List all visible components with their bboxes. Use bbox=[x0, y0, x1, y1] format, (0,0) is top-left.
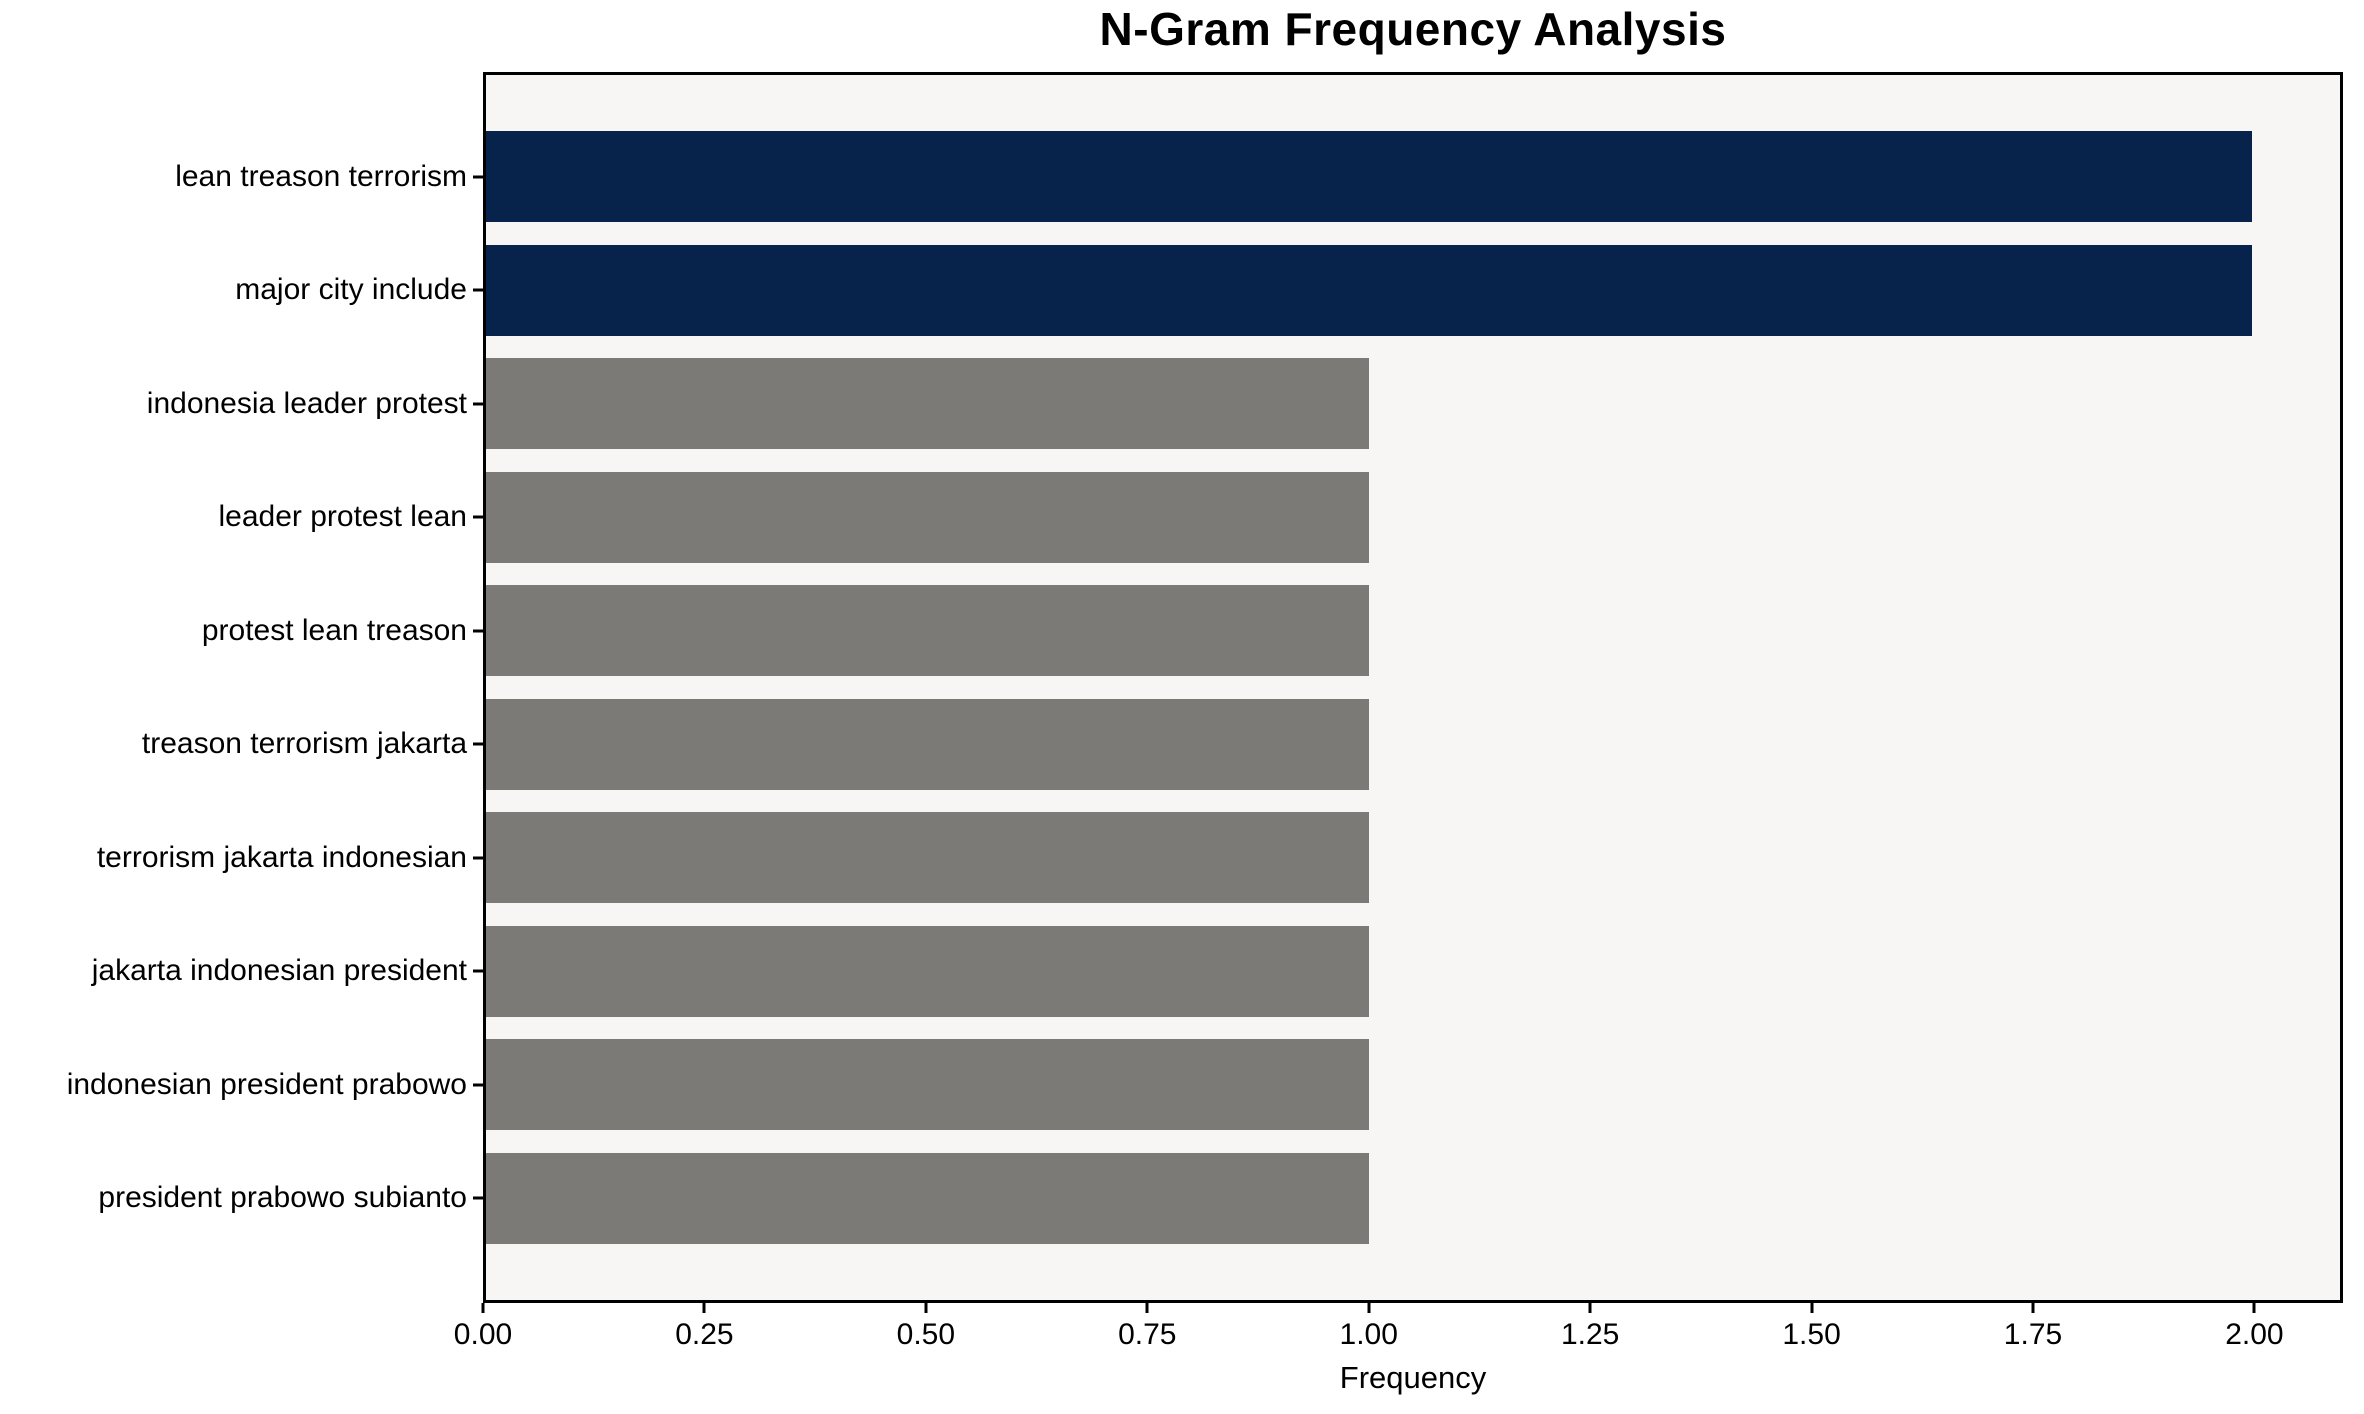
x-tick-label: 1.25 bbox=[1560, 1318, 1620, 1351]
x-tick-mark bbox=[924, 1303, 928, 1313]
y-tick-label: leader protest lean bbox=[218, 500, 468, 534]
plot-area: lean treason terrorism major city include… bbox=[67, 72, 2343, 1303]
y-tick-label: treason terrorism jakarta bbox=[141, 727, 467, 761]
bar bbox=[486, 131, 2252, 223]
y-tick-mark bbox=[473, 1083, 483, 1087]
bar-row: president prabowo subianto bbox=[98, 1142, 2340, 1256]
y-tick-label: protest lean treason bbox=[201, 613, 467, 647]
x-tick-mark bbox=[1367, 1303, 1371, 1313]
bar bbox=[486, 585, 1369, 677]
x-axis-label: Frequency bbox=[1339, 1360, 1487, 1395]
y-tick-mark bbox=[473, 1196, 483, 1200]
bar bbox=[486, 812, 1369, 904]
y-tick-label: indonesian president prabowo bbox=[66, 1067, 467, 1101]
y-tick-mark bbox=[473, 175, 483, 179]
bar bbox=[486, 925, 1369, 1017]
bar-row: terrorism jakarta indonesian bbox=[97, 801, 2340, 915]
y-tick-mark bbox=[473, 629, 483, 633]
x-tick-label: 0.25 bbox=[675, 1318, 734, 1351]
bar bbox=[486, 1152, 1369, 1244]
x-tick-label: 0.75 bbox=[1118, 1318, 1177, 1351]
y-tick-label: lean treason terrorism bbox=[175, 159, 467, 193]
y-tick-label: president prabowo subianto bbox=[98, 1181, 467, 1215]
y-tick-label: major city include bbox=[235, 273, 467, 307]
y-tick-mark bbox=[473, 969, 483, 973]
x-tick-label: 1.00 bbox=[1339, 1318, 1398, 1351]
y-tick-label: jakarta indonesian president bbox=[91, 954, 467, 988]
bar-row: indonesian president prabowo bbox=[67, 1028, 2340, 1142]
y-tick-mark bbox=[473, 402, 483, 406]
x-tick-mark bbox=[1810, 1303, 1814, 1313]
x-tick-mark bbox=[1145, 1303, 1149, 1313]
x-tick-label: 2.00 bbox=[2225, 1318, 2284, 1351]
y-tick-mark bbox=[473, 288, 483, 292]
bar bbox=[486, 698, 1369, 790]
x-tick-label: 1.50 bbox=[1782, 1318, 1841, 1351]
x-tick-mark bbox=[1588, 1303, 1592, 1313]
y-tick-mark bbox=[473, 515, 483, 519]
bar bbox=[486, 244, 2252, 336]
bar-row: protest lean treason bbox=[202, 574, 2340, 688]
y-tick-label: indonesia leader protest bbox=[146, 386, 467, 420]
x-tick-label: 0.50 bbox=[896, 1318, 956, 1351]
bar bbox=[486, 358, 1369, 450]
bar-row: jakarta indonesian president bbox=[92, 915, 2340, 1029]
bar-row: treason terrorism jakarta bbox=[142, 688, 2340, 802]
y-tick-mark bbox=[473, 856, 483, 860]
bar-row: indonesia leader protest bbox=[147, 347, 2340, 461]
bar-row: major city include bbox=[235, 234, 2340, 348]
bar bbox=[486, 471, 1369, 563]
y-tick-mark bbox=[473, 742, 483, 746]
chart-title: N-Gram Frequency Analysis bbox=[1099, 3, 1727, 55]
x-axis: 0.00 0.25 0.50 0.75 1.00 1.25 1.50 1.75 2.00 bbox=[454, 1303, 2343, 1363]
bar-row: leader protest lean bbox=[219, 461, 2340, 575]
x-tick-label: 1.75 bbox=[2003, 1318, 2063, 1351]
y-tick-label: terrorism jakarta indonesian bbox=[96, 840, 467, 874]
bar-row: lean treason terrorism bbox=[175, 120, 2340, 234]
x-tick-mark bbox=[2252, 1303, 2256, 1313]
x-tick-mark bbox=[2031, 1303, 2035, 1313]
bar bbox=[486, 1039, 1369, 1131]
x-tick-mark bbox=[481, 1303, 485, 1313]
x-tick-mark bbox=[702, 1303, 706, 1313]
x-tick-label: 0.00 bbox=[453, 1318, 513, 1351]
